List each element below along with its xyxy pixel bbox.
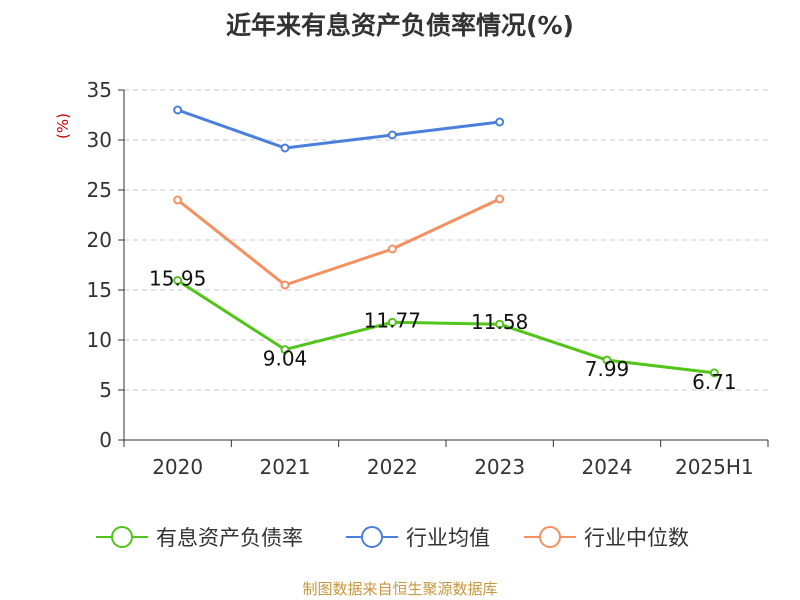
legend-item[interactable]: 有息资产负债率 [96,526,303,550]
data-point [495,117,505,127]
axes: 0 5 10 15 20 25 30 35 2020 2021 2022 2023 2024 2025H1… [54,78,769,479]
y-tick-label: 0 [99,428,112,452]
data-point [387,244,397,254]
legend-label: 行业均值 [406,526,490,550]
data-point [173,105,183,115]
x-tick-label: 2022 [367,455,418,479]
data-point [280,143,290,153]
data-point [602,355,612,365]
data-point [173,276,183,285]
data-point [387,317,397,327]
source-footer: 制图数据来自恒生聚源数据库 [302,580,498,598]
y-axis-label: (%) [54,113,72,139]
data-point [709,368,719,378]
legend-item[interactable]: 行业均值 [346,526,490,550]
legend-marker [111,526,133,548]
chart-title: 近年来有息资产负债率情况(%) [226,11,574,40]
series-line [177,108,500,150]
data-point [387,130,397,140]
legend-marker [539,526,561,548]
series-line [176,279,715,375]
legend[interactable]: 有息资产负债率 行业均值 行业中位数 [96,526,689,550]
y-tick-label: 30 [87,128,112,152]
data-label: 11.77 [364,308,421,332]
data-label: 6.71 [692,370,737,394]
x-tick-label: 2023 [474,455,525,479]
data-label: 9.04 [263,347,308,371]
data-point [280,345,290,355]
data-label: 15.95 [149,267,206,291]
grid-lines [124,89,768,391]
data-label: 11.58 [471,310,528,334]
series-lines [173,105,719,378]
y-tick-label: 35 [87,78,112,102]
x-tick-label: 2020 [152,455,203,479]
y-tick-label: 10 [87,328,112,352]
data-label: 7.99 [585,357,630,381]
y-tick-label: 5 [99,378,112,402]
x-tick-label: 2021 [260,455,311,479]
legend-marker [361,526,383,548]
data-point [173,195,183,205]
series-line [176,197,501,287]
data-point [280,280,290,290]
data-labels: 15.95 9.04 11.77 11.58 7.99 6.71 [149,267,737,394]
y-tick-label: 15 [87,278,112,302]
data-point [495,319,505,329]
legend-label: 有息资产负债率 [156,526,303,550]
legend-item[interactable]: 行业中位数 [524,526,689,550]
data-point [495,194,505,204]
x-tick-label: 2024 [582,455,633,479]
legend-label: 行业中位数 [584,526,689,550]
y-tick-label: 25 [87,178,112,202]
y-tick-label: 20 [87,228,112,252]
x-tick-label: 2025H1 [675,455,754,479]
